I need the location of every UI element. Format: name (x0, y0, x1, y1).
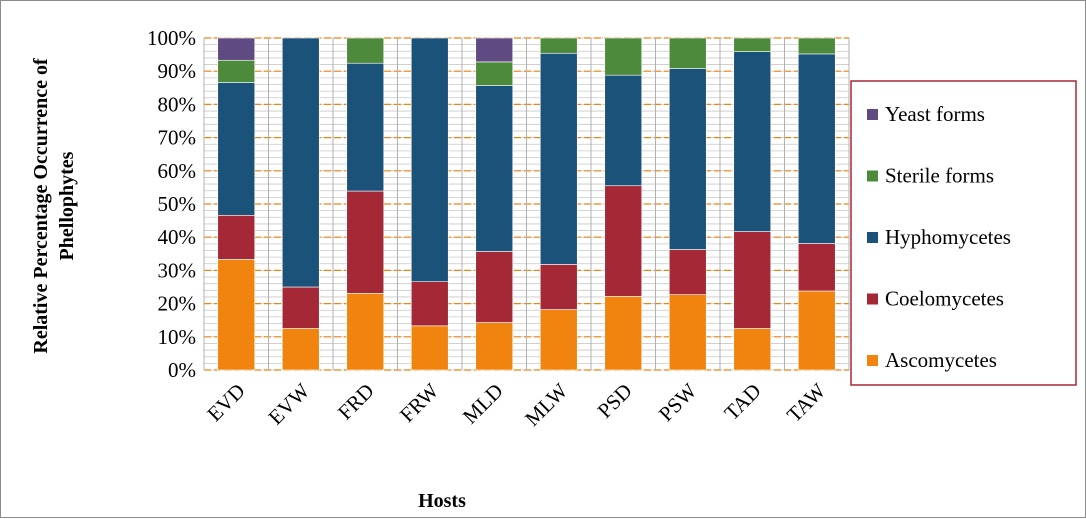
bar-segment-psw-sterile-forms (668, 37, 707, 69)
legend-box (850, 80, 1077, 386)
legend-label-coelomycetes: Coelomycetes (885, 287, 1004, 311)
legend-swatch-coelomycetes (867, 293, 878, 305)
bar-segment-tad-coelomycetes (733, 231, 772, 329)
bar-segment-evw-coelomycetes (281, 286, 320, 329)
bar-segment-evd-hyphomycetes (217, 82, 256, 216)
y-axis-title-line-2: Phellophytes (56, 151, 78, 260)
bar-segment-evd-coelomycetes (217, 214, 256, 260)
y-tick-label: 90% (158, 59, 197, 83)
bar-segment-frw-coelomycetes (410, 281, 449, 327)
bar-segment-evw-hyphomycetes (281, 37, 320, 288)
bar-segment-mld-ascomycetes (475, 322, 514, 371)
bar-segment-frd-hyphomycetes (346, 62, 385, 192)
bar-segment-taw-ascomycetes (797, 290, 836, 371)
y-tick-label: 10% (158, 325, 197, 349)
x-tick-label-evw: EVW (263, 378, 314, 429)
legend-label-sterile-forms: Sterile forms (885, 164, 994, 188)
bar-segment-psw-coelomycetes (668, 249, 707, 295)
y-tick-label: 40% (158, 225, 197, 249)
bar-segment-tad-sterile-forms (733, 37, 772, 52)
bar-segment-frd-ascomycetes (346, 293, 385, 371)
legend-swatch-yeast-forms (867, 109, 878, 120)
bar-segment-mld-hyphomycetes (475, 85, 514, 252)
bars-layer (217, 37, 836, 371)
legend: Yeast forms Sterile forms Hyphomycetes Coel… (850, 80, 1077, 386)
legend-items: Yeast forms Sterile forms Hyphomycetes Coel… (867, 102, 1011, 372)
y-tick-label: 20% (158, 292, 197, 316)
bar-segment-mlw-ascomycetes (539, 309, 578, 371)
y-tick-label: 50% (158, 192, 197, 216)
bar-segment-mlw-sterile-forms (539, 37, 578, 54)
x-tick-label-mlw: MLW (520, 378, 572, 430)
x-tick-label-psw: PSW (654, 378, 702, 426)
x-axis-ticks: EVD EVW FRD FRW MLD MLW PSD PSW TAD TAW (202, 378, 830, 430)
bar-segment-mld-yeast-forms (475, 37, 514, 63)
bar-segment-taw-coelomycetes (797, 243, 836, 292)
bar-segment-tad-hyphomycetes (733, 51, 772, 232)
bar-segment-mlw-coelomycetes (539, 264, 578, 310)
legend-label-ascomycetes: Ascomycetes (885, 348, 997, 372)
bar-segment-evd-yeast-forms (217, 37, 256, 61)
bar-segment-frd-coelomycetes (346, 190, 385, 294)
bar-segment-mld-sterile-forms (475, 61, 514, 86)
y-tick-label: 100% (147, 26, 196, 50)
x-tick-label-mld: MLD (458, 379, 508, 429)
x-tick-label-taw: TAW (782, 378, 831, 427)
bar-segment-psd-ascomycetes (604, 295, 643, 371)
bar-segment-psd-hyphomycetes (604, 74, 643, 187)
bar-segment-tad-ascomycetes (733, 328, 772, 371)
bar-segment-mld-coelomycetes (475, 251, 514, 323)
y-axis-ticks: 0% 10% 20% 30% 40% 50% 60% 70% 80% 90% 100% (147, 26, 196, 382)
x-axis-title: Hosts (418, 490, 466, 512)
legend-swatch-ascomycetes (867, 355, 878, 366)
y-axis-title-line-1: Relative Percentage Occurrence of (30, 58, 52, 354)
y-tick-label: 0% (168, 358, 196, 382)
bar-segment-psw-ascomycetes (668, 294, 707, 371)
bar-segment-frw-ascomycetes (410, 325, 449, 371)
legend-label-yeast-forms: Yeast forms (885, 102, 985, 126)
y-tick-label: 30% (158, 258, 197, 282)
bar-segment-psw-hyphomycetes (668, 68, 707, 250)
bar-segment-taw-sterile-forms (797, 37, 836, 55)
bar-segment-psd-sterile-forms (604, 37, 643, 76)
bar-segment-evd-ascomycetes (217, 259, 256, 371)
legend-swatch-hyphomycetes (867, 232, 878, 243)
bar-segment-taw-hyphomycetes (797, 53, 836, 244)
legend-label-hyphomycetes: Hyphomycetes (885, 225, 1011, 249)
y-tick-label: 60% (158, 159, 197, 183)
legend-swatch-sterile-forms (867, 170, 878, 182)
x-tick-label-evd: EVD (202, 379, 249, 426)
x-tick-label-tad: TAD (719, 379, 765, 425)
y-tick-label: 70% (158, 126, 197, 150)
bar-segment-mlw-hyphomycetes (539, 52, 578, 265)
x-tick-label-frw: FRW (395, 378, 443, 426)
x-tick-label-psd: PSD (593, 379, 637, 423)
y-tick-label: 80% (158, 92, 197, 116)
bar-segment-psd-coelomycetes (604, 185, 643, 297)
x-tick-label-frd: FRD (333, 379, 379, 425)
bar-segment-frw-hyphomycetes (410, 37, 449, 282)
bar-segment-frd-sterile-forms (346, 37, 385, 64)
bar-segment-evd-sterile-forms (217, 59, 256, 83)
bar-segment-evw-ascomycetes (281, 328, 320, 371)
